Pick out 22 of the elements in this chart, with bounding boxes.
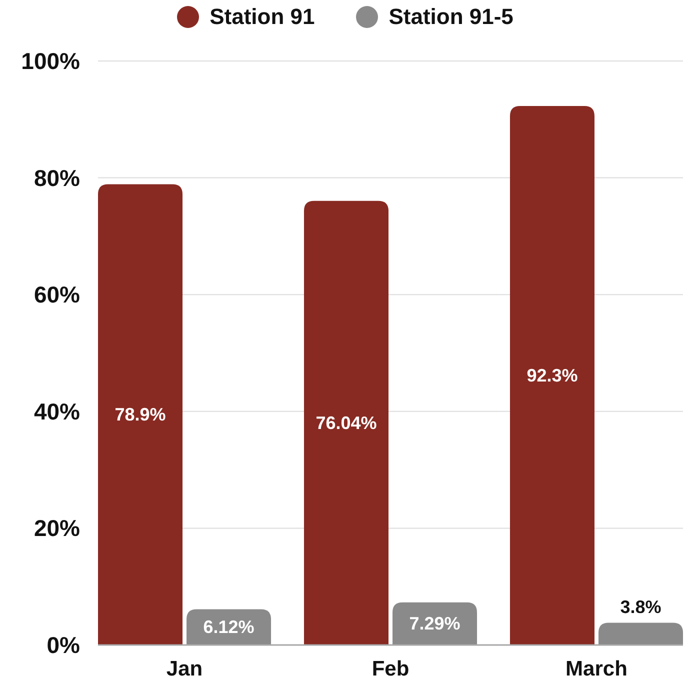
y-tick-label: 60%: [34, 282, 80, 308]
data-label: 7.29%: [409, 614, 460, 634]
bar: [392, 602, 478, 645]
y-tick-label: 80%: [34, 164, 80, 191]
x-tick-label: Feb: [372, 658, 410, 680]
y-tick-label: 100%: [21, 48, 80, 74]
bar: [510, 106, 594, 645]
bar: [304, 200, 388, 645]
x-tick-label: Jan: [166, 658, 203, 680]
bar: [98, 184, 183, 645]
data-label: 6.12%: [203, 617, 254, 638]
legend-label: Station 91-5: [388, 4, 514, 30]
x-tick-label: March: [566, 658, 628, 680]
legend-label: Station 91: [210, 4, 315, 30]
data-label: 76.04%: [316, 412, 377, 433]
data-label: 3.8%: [620, 596, 662, 617]
data-label: 78.9%: [114, 404, 166, 425]
y-tick-label: 20%: [34, 515, 80, 542]
data-label: 92.3%: [526, 365, 578, 386]
bar: [598, 622, 683, 645]
y-tick-label: 0%: [46, 632, 80, 658]
y-tick-label: 40%: [34, 398, 80, 424]
